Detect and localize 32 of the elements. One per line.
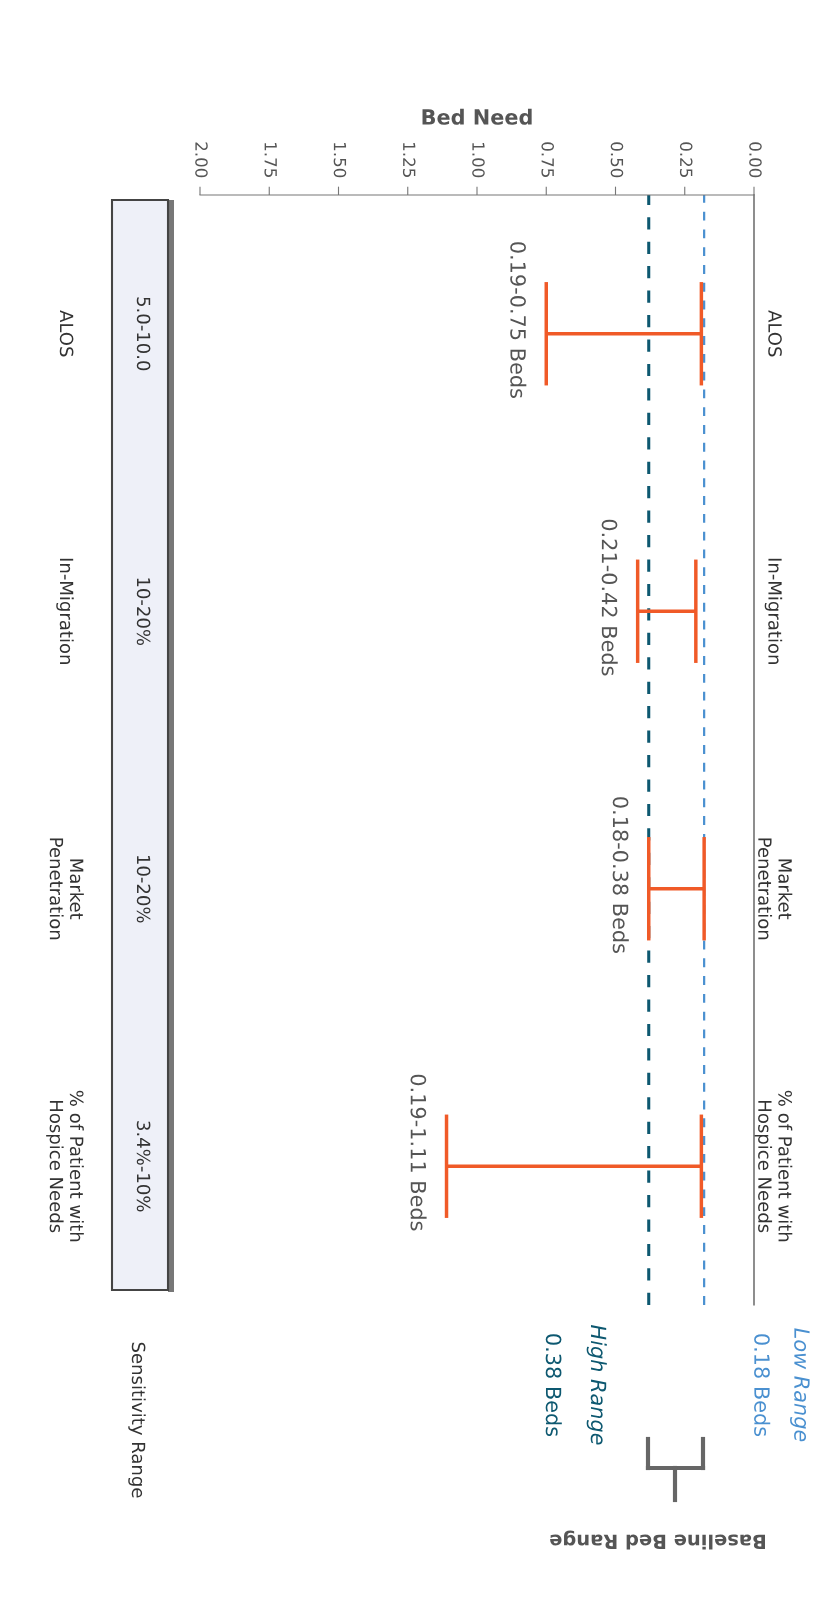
data-label: 0.19-0.75 Beds [510, 242, 527, 398]
x-tick-label: 1.00 [472, 143, 485, 178]
ref-line-label: 0.38 Beds [545, 1334, 562, 1437]
text: 10-20% [136, 855, 151, 923]
x-tick-label: 0.50 [610, 142, 624, 178]
category-label: In-Migration [56, 558, 74, 664]
data-label: 0.18-0.38 Beds [612, 797, 629, 953]
x-tick-label: 2.00 [195, 142, 208, 178]
text: 5.0-10.0 [136, 297, 151, 371]
y-tick-label: Market Penetration [758, 838, 793, 940]
text: Baseline Bed Range [550, 1530, 765, 1550]
category-label: % of Patient with Hospice Needs [46, 1090, 84, 1242]
x-tick-label: 1.25 [402, 143, 416, 177]
x-tick-label: 0.00 [749, 142, 762, 178]
text: 10-20% [136, 578, 151, 646]
text: Sensitivity Range [128, 1342, 146, 1498]
text: High Range [586, 1325, 607, 1445]
x-axis-title: Bed Need [422, 108, 532, 125]
text: Low Range [790, 1328, 810, 1442]
data-label: 0.21-0.42 Beds [601, 519, 618, 676]
x-tick-label: 1.75 [264, 143, 277, 177]
x-tick-label: 0.75 [541, 142, 555, 177]
y-tick-label: % of Patient with Hospice Needs [754, 1090, 793, 1242]
y-tick-label: In-Migration [764, 558, 783, 664]
ref-line-label: 0.18 Beds [754, 1334, 771, 1437]
category-label: Market Penetration [49, 838, 84, 940]
x-tick-label: 1.50 [333, 143, 347, 178]
data-label: 0.19-1.11 Beds [410, 1074, 427, 1231]
category-label: ALOS [59, 310, 74, 357]
text: 3.4%-10% [136, 1121, 151, 1212]
x-tick-label: 0.25 [679, 142, 693, 177]
y-tick-label: ALOS [768, 310, 782, 357]
